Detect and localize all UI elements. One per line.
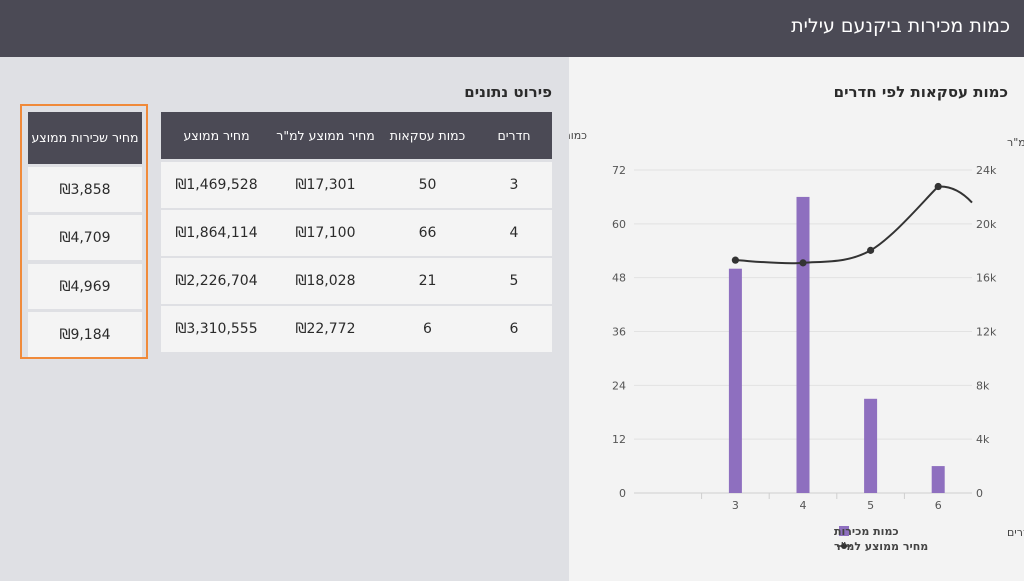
table-row: 6 6 ₪22,772 ₪3,310,555 (161, 306, 552, 352)
y-right-tick-label: 36 (612, 326, 626, 339)
rent-cell: ₪3,858 (28, 167, 142, 212)
y-left-tick-label: 20k (976, 218, 997, 231)
x-tick-label: 5 (867, 499, 874, 512)
cell-deals: 66 (418, 225, 437, 241)
table-row: 3 50 ₪17,301 ₪1,469,528 (161, 162, 552, 208)
table-row: 4 66 ₪17,100 ₪1,864,114 (161, 210, 552, 256)
y-left-tick-label: 12k (976, 326, 997, 339)
table-body: 3 50 ₪17,301 ₪1,469,528 4 66 ₪17,100 ₪1,… (161, 162, 552, 352)
bar (931, 466, 945, 493)
cell-price-sqm: ₪22,772 (295, 321, 356, 337)
rent-cell: ₪9,184 (28, 312, 142, 357)
cell-price-sqm: ₪17,301 (295, 177, 356, 193)
table-header: חדרים כמות עסקאות מחיר ממוצע למ"ר מחיר מ… (161, 112, 552, 159)
rent-cell: ₪4,709 (28, 215, 142, 260)
y-right-tick-label: 72 (612, 164, 626, 177)
cell-rooms: 5 (509, 273, 519, 289)
y-right-tick-label: 24 (612, 379, 626, 392)
y-left-tick-label: 16k (976, 272, 997, 285)
chart-panel: כמות עסקאות לפי חדרים 0 0 12 4k 24 8k 36 12k 48 1… (569, 57, 1024, 581)
bar (796, 196, 810, 493)
cell-rooms: 6 (509, 321, 519, 337)
cell-deals: 6 (423, 321, 432, 337)
y-left-axis-title: מחיר ממוצע למ"ר (1007, 136, 1024, 149)
x-tick-label: 4 (800, 499, 807, 512)
line-point (934, 182, 942, 191)
x-tick-label: 6 (935, 499, 942, 512)
cell-deals: 21 (418, 273, 437, 289)
line-point (799, 259, 807, 267)
col-header-avg-price: מחיר ממוצע (183, 128, 250, 143)
col-header-rooms: חדרים (497, 128, 531, 143)
line-series (735, 185, 973, 265)
x-axis-title: חדרים (1007, 526, 1024, 539)
y-left-tick-label: 0 (976, 487, 983, 500)
rent-cell: ₪4,969 (28, 264, 142, 309)
details-table: חדרים כמות עסקאות מחיר ממוצע למ"ר מחיר מ… (161, 112, 552, 352)
cell-deals: 50 (418, 177, 437, 193)
details-title: פירוט נתונים (464, 83, 552, 101)
chart-title: כמות עסקאות לפי חדרים (833, 83, 1008, 101)
y-right-tick-label: 60 (612, 218, 626, 231)
legend-swatch-bar (839, 526, 849, 536)
legend-marker-line (841, 543, 847, 549)
col-header-price-sqm: מחיר ממוצע למ"ר (276, 128, 375, 143)
y-left-tick-label: 8k (976, 379, 990, 392)
line-point (867, 246, 875, 254)
rent-header: מחיר שכירות ממוצע (28, 112, 142, 164)
line-point (731, 256, 739, 264)
cell-rooms: 3 (509, 177, 519, 193)
top-bar: כמות מכירות ביקנעם עילית (0, 0, 1024, 57)
rent-column-highlight: מחיר שכירות ממוצע ₪3,858 ₪4,709 ₪4,969 ₪… (20, 104, 148, 359)
cell-rooms: 4 (509, 225, 519, 241)
y-left-tick-label: 4k (976, 433, 990, 446)
cell-avg-price: ₪1,864,114 (175, 225, 258, 241)
bar (728, 268, 742, 493)
sales-by-rooms-chart: 00124k248k3612k4816k6020k7224kכמות עסקאו… (569, 129, 1024, 553)
cell-avg-price: ₪3,310,555 (175, 321, 258, 337)
y-right-tick-label: 12 (612, 433, 626, 446)
x-tick-label: 3 (732, 499, 739, 512)
y-right-axis-title: כמות עסקאות (569, 129, 587, 142)
legend-label-line: מחיר ממוצע למ"ר (834, 540, 928, 553)
cell-avg-price: ₪1,469,528 (175, 177, 258, 193)
page-title: כמות מכירות ביקנעם עילית (791, 15, 1010, 37)
y-right-tick-label: 48 (612, 272, 626, 285)
bar (864, 398, 878, 493)
cell-avg-price: ₪2,226,704 (175, 273, 258, 289)
y-left-tick-label: 24k (976, 164, 997, 177)
table-row: 5 21 ₪18,028 ₪2,226,704 (161, 258, 552, 304)
cell-price-sqm: ₪18,028 (295, 273, 356, 289)
cell-price-sqm: ₪17,100 (295, 225, 356, 241)
col-header-deals: כמות עסקאות (389, 128, 466, 143)
y-right-tick-label: 0 (619, 487, 626, 500)
legend-label-bar: כמות מכירות (834, 525, 899, 538)
